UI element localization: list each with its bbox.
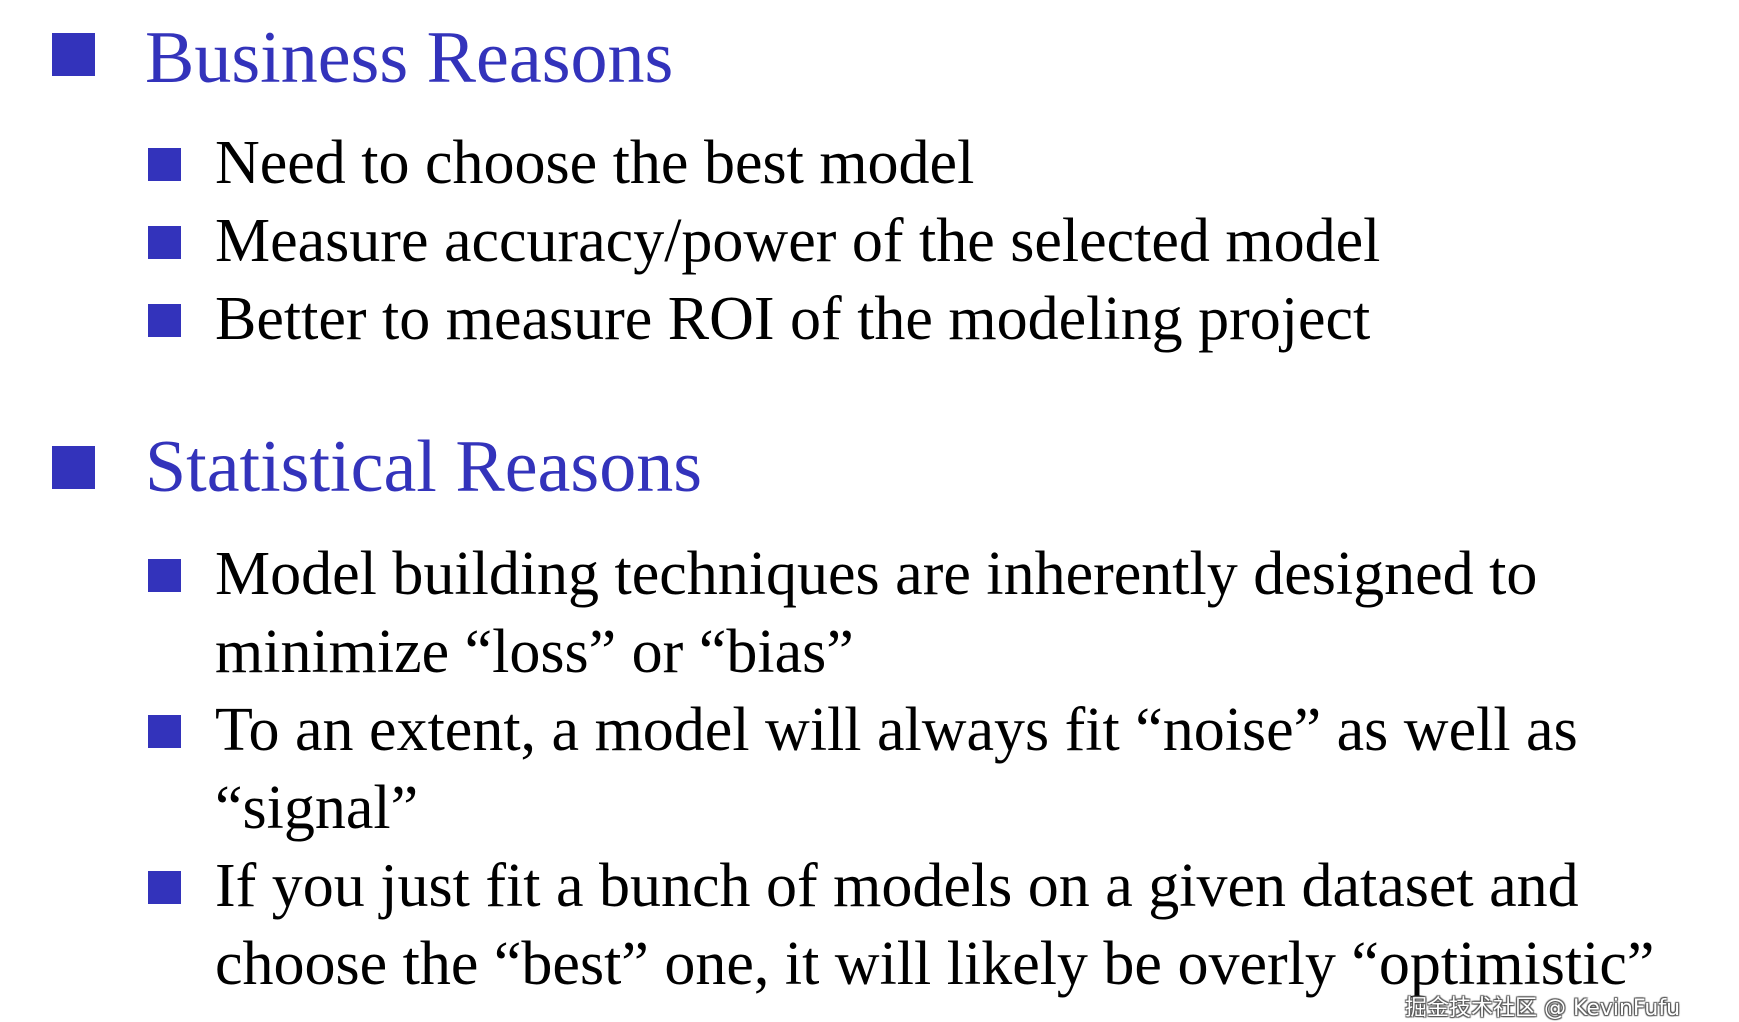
bullet-text: Need to choose the best model [215, 129, 975, 197]
heading-bullet-icon [52, 33, 95, 76]
bullet-text: To an extent, a model will always fit “n… [215, 696, 1578, 764]
bullet-icon [148, 559, 181, 592]
bullet-text-continued: minimize “loss” or “bias” [215, 618, 854, 686]
bullet-icon [148, 715, 181, 748]
bullet-text: Measure accuracy/power of the selected m… [215, 207, 1381, 275]
watermark: 掘金技术社区 @ KevinFufu [1405, 996, 1681, 1021]
bullet-text-continued: “signal” [215, 774, 419, 842]
bullet-text-continued: choose the “best” one, it will likely be… [215, 930, 1655, 998]
bullet-text: If you just fit a bunch of models on a g… [215, 852, 1579, 920]
bullet-text: Better to measure ROI of the modeling pr… [215, 285, 1371, 353]
section-heading: Statistical Reasons [145, 426, 702, 508]
bullet-icon [148, 226, 181, 259]
bullet-icon [148, 148, 181, 181]
section-heading: Business Reasons [145, 17, 674, 99]
bullet-text: Model building techniques are inherently… [215, 540, 1538, 608]
bullet-icon [148, 871, 181, 904]
bullet-icon [148, 304, 181, 337]
heading-bullet-icon [52, 446, 95, 489]
